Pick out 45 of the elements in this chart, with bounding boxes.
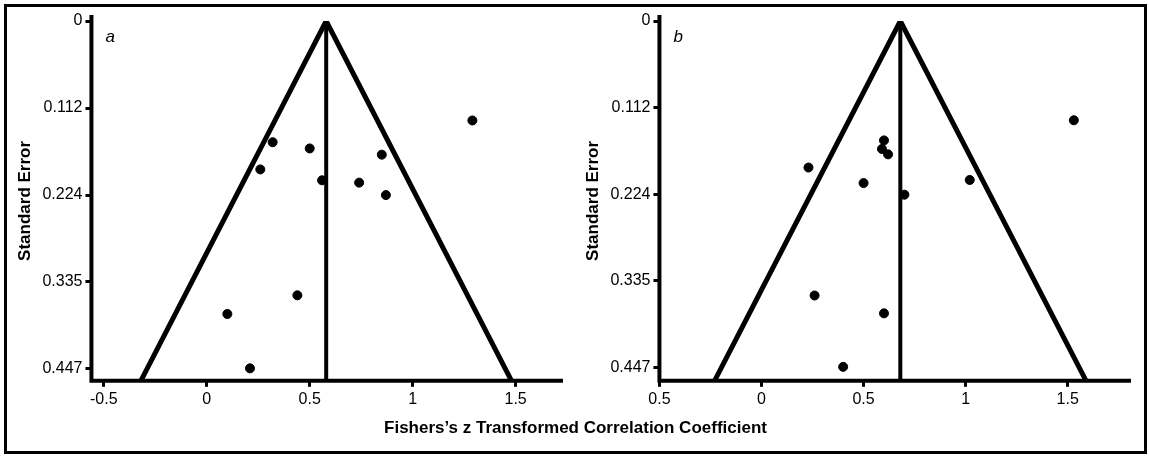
y-axis-title: Standard Error (582, 140, 602, 261)
x-tick-label: 0.5 (298, 389, 321, 407)
x-tick-label: 1 (408, 389, 418, 407)
point (292, 290, 303, 301)
x-tick-label: 0 (757, 389, 767, 407)
y-axis-title: Standard Error (14, 140, 34, 261)
y-tick-label: 0.112 (611, 98, 651, 116)
point (883, 149, 894, 160)
point (376, 149, 387, 160)
y-tick-label: 0 (73, 11, 83, 29)
point (255, 164, 266, 175)
y-tick-label: 0.112 (43, 98, 83, 116)
point (838, 361, 849, 372)
point (304, 143, 315, 154)
y-tick-label: 0 (641, 11, 651, 29)
point (222, 308, 233, 319)
point (878, 308, 889, 319)
point (876, 143, 887, 154)
x-tick-label: 0.5 (852, 389, 875, 407)
x-tick-label: -0.5 (90, 389, 118, 407)
point (964, 174, 975, 185)
y-tick-label: 0.447 (42, 358, 83, 376)
point (878, 135, 889, 146)
point (809, 290, 820, 301)
point (267, 137, 278, 148)
point (245, 363, 255, 374)
y-tick-label: 0.224 (42, 185, 83, 203)
x-tick-label: 0.5 (648, 389, 671, 407)
annotation: b (673, 27, 683, 47)
x-tick-label: 1.5 (504, 389, 527, 407)
point (354, 177, 365, 188)
x-tick-label: 1 (961, 389, 971, 407)
point (803, 162, 814, 173)
point (858, 178, 869, 189)
y-tick-label: 0.335 (42, 271, 83, 289)
annotation: a (105, 27, 115, 47)
y-tick-label: 0.335 (610, 271, 651, 289)
x-tick-label: 0 (202, 389, 212, 407)
point (380, 190, 391, 201)
point (467, 115, 478, 126)
x-tick-label: 1.5 (1056, 389, 1079, 407)
y-tick-label: 0.224 (610, 185, 651, 203)
point (1068, 115, 1079, 126)
y-tick-label: 0.447 (610, 358, 651, 376)
x-axis-title: Fishers’s z Transformed Correlation Coefficient (383, 418, 768, 438)
